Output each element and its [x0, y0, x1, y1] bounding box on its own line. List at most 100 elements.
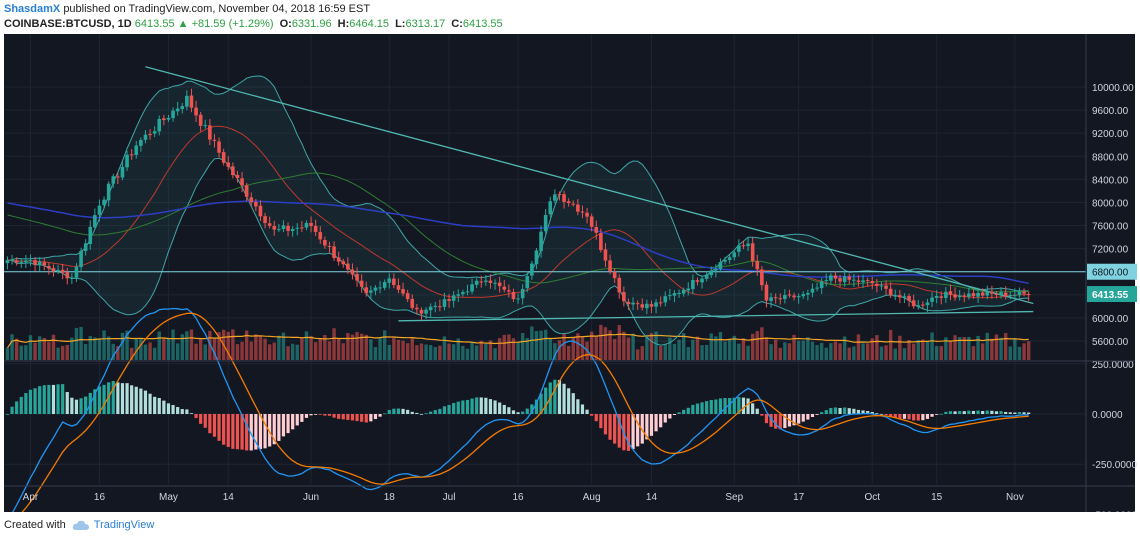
low-value: 6313.17: [405, 18, 446, 30]
candle-body: [635, 303, 640, 305]
ma-red-line: [7, 125, 1029, 299]
macd-histogram-bar: [185, 409, 189, 414]
candle-body: [663, 296, 668, 303]
volume-bar: [971, 346, 976, 360]
chart-background: [4, 34, 1135, 512]
volume-bar: [382, 330, 387, 360]
volume-bar: [539, 330, 543, 360]
published-text: published on TradingView.com, November 0…: [63, 3, 371, 15]
candle-body: [272, 226, 277, 230]
macd-histogram-bar: [171, 405, 175, 414]
candle-body: [185, 95, 189, 107]
candle-body: [585, 212, 589, 217]
macd-histogram-bar: [461, 400, 465, 414]
macd-histogram-bar: [971, 410, 976, 414]
candle-body: [212, 139, 217, 141]
macd-histogram-bar: [617, 414, 621, 448]
volume-bar: [125, 330, 129, 360]
volume-bar: [60, 345, 65, 360]
macd-histogram-bar: [571, 393, 575, 414]
tradingview-brand[interactable]: TradingView: [72, 519, 154, 531]
candle-body: [396, 285, 401, 290]
volume-bar: [93, 337, 97, 360]
price-chart[interactable]: 10000.00 9600.00 9200.00 8800.00 8400.00 8000…: [0, 34, 1140, 512]
volume-bar: [226, 331, 230, 360]
macd-tick-label: -250.0000: [1092, 460, 1137, 471]
volume-bar: [1008, 346, 1012, 360]
candle-body: [525, 276, 530, 289]
volume-bar: [272, 342, 276, 360]
candle-body: [691, 280, 695, 289]
candle-body: [148, 134, 152, 136]
macd-histogram-bar: [590, 414, 594, 416]
candle-body: [152, 131, 157, 134]
candle-body: [760, 269, 764, 286]
macd-histogram-bar: [502, 404, 506, 414]
volume-bar: [488, 340, 493, 360]
volume-bar: [484, 344, 488, 360]
macd-histogram-bar: [231, 414, 235, 449]
macd-histogram-bar: [268, 414, 272, 447]
volume-bar: [893, 348, 897, 360]
author-link[interactable]: ShasdamX: [4, 3, 61, 15]
volume-bar: [369, 339, 373, 360]
close-value: 6413.55: [462, 18, 503, 30]
macd-histogram-bar: [576, 399, 580, 414]
macd-histogram-bar: [723, 398, 727, 414]
candle-body: [695, 280, 700, 282]
candle-body: [392, 278, 396, 286]
macd-histogram-bar: [245, 414, 249, 451]
volume-bar: [649, 333, 654, 360]
candle-body: [263, 216, 267, 224]
macd-histogram-bar: [102, 384, 106, 414]
macd-histogram-bar: [902, 414, 907, 419]
macd-histogram-bar: [84, 396, 88, 414]
candle-body: [323, 240, 327, 246]
volume-bar: [42, 337, 46, 360]
candle-body: [97, 205, 102, 215]
candle-body: [999, 292, 1003, 295]
macd-histogram-bar: [401, 408, 405, 414]
volume-bar: [111, 343, 115, 360]
time-tick-label: 15: [931, 492, 943, 503]
candle-body: [576, 204, 580, 212]
volume-bar: [405, 343, 410, 360]
macd-histogram-bar: [755, 408, 759, 414]
volume-bar: [267, 344, 272, 360]
change-value: ▲ +81.59 (+1.29%): [177, 18, 274, 30]
volume-bar: [553, 343, 557, 360]
volume-bar: [732, 335, 736, 360]
candle-body: [428, 306, 433, 311]
volume-bar: [999, 337, 1003, 360]
macd-histogram-bar: [534, 399, 539, 414]
candle-body: [732, 252, 737, 258]
candle-body: [378, 287, 382, 289]
candle-body: [980, 292, 985, 296]
candle-body: [700, 278, 704, 283]
candle-body: [589, 216, 594, 227]
macd-histogram-bar: [148, 393, 152, 414]
time-tick-label: May: [159, 492, 178, 503]
macd-histogram-bar: [1008, 412, 1012, 414]
candle-body: [249, 197, 254, 203]
macd-histogram-bar: [525, 408, 529, 414]
price-tick-label: 8000.00: [1092, 198, 1129, 209]
candle-body: [792, 295, 796, 298]
volume-bar: [157, 331, 161, 360]
candle-body: [1013, 294, 1017, 296]
candle-body: [401, 289, 405, 294]
volume-bar: [691, 339, 695, 360]
candle-body: [65, 272, 70, 279]
macd-histogram-bar: [176, 407, 180, 414]
candle-body: [879, 285, 884, 287]
volume-bar: [801, 340, 805, 360]
macd-histogram-bar: [967, 410, 971, 414]
macd-histogram-bar: [254, 414, 258, 450]
volume-bar: [939, 346, 943, 360]
macd-histogram-bar: [792, 414, 796, 426]
macd-histogram-bar: [263, 414, 267, 449]
macd-histogram-bar: [1022, 412, 1026, 414]
candle-body: [921, 304, 925, 306]
macd-histogram-bar: [130, 385, 134, 414]
macd-histogram-bar: [668, 414, 672, 419]
